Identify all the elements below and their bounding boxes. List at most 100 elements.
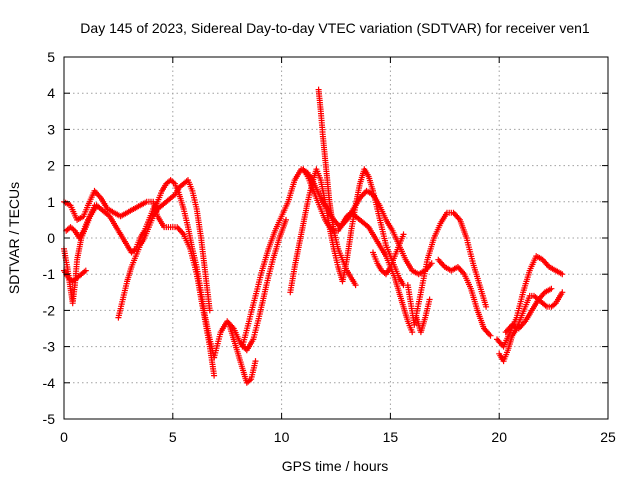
data-point xyxy=(396,289,406,308)
data-point xyxy=(370,231,380,243)
data-point xyxy=(424,237,437,263)
data-point xyxy=(387,255,397,270)
data-point xyxy=(132,237,143,252)
y-tick-label: 0 xyxy=(47,230,55,246)
series-track-07 xyxy=(226,321,259,386)
data-point xyxy=(82,267,89,274)
data-point xyxy=(391,244,402,260)
data-point xyxy=(552,267,564,277)
data-point xyxy=(154,213,166,229)
data-point xyxy=(391,264,402,279)
data-point xyxy=(180,206,191,228)
data-point xyxy=(104,206,116,215)
data-point xyxy=(326,224,336,233)
series-track-18 xyxy=(502,285,555,336)
data-point xyxy=(80,204,91,220)
data-point xyxy=(509,327,519,339)
data-point xyxy=(339,215,349,227)
data-point xyxy=(396,233,406,249)
data-point xyxy=(352,282,359,289)
data-point xyxy=(300,201,311,227)
data-point xyxy=(176,181,186,191)
series-track-10 xyxy=(315,86,359,289)
data-point xyxy=(158,200,168,209)
data-point xyxy=(248,360,258,383)
data-point xyxy=(343,267,354,279)
data-point xyxy=(324,177,333,203)
x-tick-label: 5 xyxy=(169,429,177,445)
series-track-11 xyxy=(300,166,416,336)
series-track-05 xyxy=(115,177,213,321)
x-tick-label: 10 xyxy=(274,429,290,445)
data-point xyxy=(145,215,156,231)
data-point xyxy=(211,331,224,361)
data-point xyxy=(78,268,88,278)
data-point xyxy=(74,214,85,223)
data-point xyxy=(463,235,476,264)
series-track-15 xyxy=(435,256,494,339)
data-point xyxy=(437,211,449,227)
data-point xyxy=(172,186,182,198)
data-point xyxy=(383,265,393,278)
data-point xyxy=(322,155,331,181)
data-point xyxy=(317,206,328,221)
data-point xyxy=(185,224,195,250)
data-point xyxy=(548,285,555,292)
data-point xyxy=(106,213,116,225)
data-point xyxy=(193,264,204,293)
data-point xyxy=(417,259,430,296)
data-point xyxy=(276,218,289,241)
data-point xyxy=(259,248,271,274)
data-point xyxy=(315,86,324,113)
data-point xyxy=(67,224,77,233)
y-tick-label: -5 xyxy=(43,411,56,427)
data-point xyxy=(167,177,177,186)
data-point xyxy=(513,291,526,321)
data-point xyxy=(539,300,549,309)
data-point xyxy=(500,349,510,365)
data-point xyxy=(476,282,489,308)
data-point xyxy=(404,318,415,333)
y-axis-label: SDTVAR / TECUs xyxy=(6,182,22,294)
data-point xyxy=(265,229,278,252)
data-point xyxy=(409,329,416,336)
data-point xyxy=(322,216,332,229)
data-point xyxy=(374,260,384,272)
data-point xyxy=(150,207,160,220)
data-point xyxy=(435,256,447,269)
data-point xyxy=(533,253,545,262)
x-tick-label: 25 xyxy=(600,429,616,445)
data-point xyxy=(487,332,494,339)
data-point xyxy=(400,231,407,238)
data-point xyxy=(402,256,415,272)
data-point xyxy=(559,289,566,296)
data-point xyxy=(98,195,110,211)
data-point xyxy=(343,230,354,263)
data-point xyxy=(137,229,147,241)
y-tick-label: -2 xyxy=(43,302,56,318)
data-point xyxy=(370,187,380,210)
data-point xyxy=(444,209,455,216)
data-point xyxy=(189,245,200,268)
data-point xyxy=(352,182,363,209)
data-point xyxy=(304,173,315,189)
data-point xyxy=(343,210,353,220)
data-point xyxy=(193,206,204,239)
data-point xyxy=(67,202,80,221)
data-point xyxy=(548,301,558,310)
data-point xyxy=(185,177,195,192)
data-point xyxy=(383,216,395,232)
data-point xyxy=(374,238,384,250)
data-point xyxy=(256,284,269,317)
data-point xyxy=(132,244,143,260)
x-tick-label: 15 xyxy=(383,429,399,445)
data-point xyxy=(128,255,138,270)
data-point xyxy=(520,269,532,296)
data-point xyxy=(154,203,164,212)
data-point xyxy=(352,213,362,222)
axes: 0 5 10 15 20 25 -5 -4 -3 -2 -1 0 1 2 3 4 5 xyxy=(43,49,616,445)
data-point xyxy=(470,260,482,286)
data-point xyxy=(467,285,480,312)
data-point xyxy=(130,203,142,212)
data-point xyxy=(317,177,328,203)
